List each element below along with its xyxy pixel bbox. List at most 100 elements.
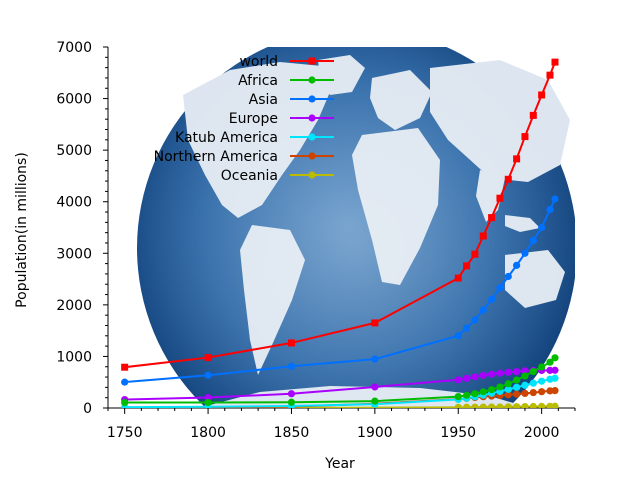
y-tick-label: 0 <box>83 401 92 417</box>
data-point <box>471 316 479 324</box>
data-point <box>529 402 537 408</box>
data-point <box>496 383 504 391</box>
data-point <box>546 358 554 366</box>
legend-label: Oceania <box>221 168 278 184</box>
data-point <box>479 306 487 314</box>
data-point <box>121 363 129 371</box>
data-point <box>471 373 479 381</box>
data-point <box>471 250 479 258</box>
data-point <box>204 393 212 402</box>
legend-marker <box>308 114 316 122</box>
x-tick-label: 1950 <box>440 425 476 441</box>
y-tick-label: 6000 <box>56 92 92 108</box>
data-point <box>504 380 512 388</box>
y-tick-label: 5000 <box>56 143 92 159</box>
data-point <box>513 383 521 391</box>
data-point <box>479 403 487 408</box>
data-point <box>371 355 379 363</box>
series-oceania <box>121 402 559 408</box>
data-point <box>462 391 471 399</box>
series-world <box>121 58 559 371</box>
data-point <box>488 295 496 303</box>
data-point <box>463 262 471 270</box>
data-point <box>551 402 559 408</box>
legend-marker <box>308 95 316 103</box>
x-tick-label: 1800 <box>190 425 226 441</box>
data-point <box>496 284 504 292</box>
legend-marker <box>308 57 316 65</box>
data-point <box>287 390 296 398</box>
legend-label: Northern America <box>154 149 278 165</box>
data-point <box>496 369 504 377</box>
data-point <box>521 381 529 389</box>
x-tick-label: 1850 <box>274 425 310 441</box>
data-point <box>529 111 537 119</box>
data-point <box>521 367 529 375</box>
data-point <box>538 91 546 99</box>
data-point <box>462 324 471 332</box>
data-point <box>538 363 546 371</box>
data-point <box>488 370 496 378</box>
series-africa <box>121 354 559 407</box>
x-tick-label: 1750 <box>107 425 143 441</box>
data-point <box>204 371 212 379</box>
data-point <box>513 403 521 408</box>
data-point <box>551 354 559 362</box>
data-point <box>551 195 559 203</box>
data-point <box>462 374 471 382</box>
legend-label: Africa <box>238 73 278 89</box>
data-point <box>121 378 129 386</box>
data-point <box>204 398 212 407</box>
legend-label: Asia <box>249 92 278 108</box>
legend-item: Asia <box>249 92 334 108</box>
data-point <box>454 376 462 384</box>
legend-label: Europe <box>229 111 278 127</box>
data-point <box>504 175 512 183</box>
legend-item: Europe <box>229 111 334 127</box>
axis-ticks: 1750 1800 1850 1900 1950 2000 0 1000 2000 3000 400… <box>56 40 576 441</box>
data-point <box>551 387 559 395</box>
data-point <box>521 403 529 408</box>
legend-item: Northern America <box>154 149 334 165</box>
y-tick-label: 7000 <box>56 40 92 56</box>
data-point <box>538 223 546 232</box>
data-point <box>471 390 479 398</box>
y-tick-label: 1000 <box>56 349 92 365</box>
data-point <box>529 367 537 376</box>
data-point <box>371 383 379 391</box>
legend-item: Oceania <box>221 168 334 184</box>
data-point <box>551 58 559 66</box>
data-point <box>462 403 471 408</box>
legend-marker <box>308 76 316 84</box>
data-point <box>479 388 487 396</box>
data-point <box>504 368 512 376</box>
data-point <box>504 391 512 399</box>
data-point <box>287 339 295 347</box>
data-point <box>471 403 479 408</box>
legend-label: world <box>239 54 278 70</box>
legend: world Africa Asia Europe Katub America Northe… <box>154 54 334 184</box>
data-point <box>521 372 529 380</box>
data-point <box>454 403 462 408</box>
data-point <box>488 403 496 408</box>
data-point <box>287 362 296 370</box>
data-point <box>529 236 537 244</box>
data-point <box>513 155 521 163</box>
series-asia <box>121 195 559 386</box>
legend-item: Africa <box>238 73 334 89</box>
y-tick-label: 4000 <box>56 195 92 211</box>
data-point <box>496 194 504 202</box>
data-point <box>496 403 504 408</box>
data-point <box>454 393 462 401</box>
y-axis-title: Population(in millions) <box>14 152 30 308</box>
data-point <box>521 249 529 257</box>
data-point <box>454 332 462 340</box>
data-point <box>504 272 512 281</box>
data-point <box>488 214 496 222</box>
series-layer <box>121 58 559 408</box>
legend-label: Katub America <box>175 130 278 146</box>
data-point <box>513 261 521 269</box>
world-globe-background <box>137 47 575 408</box>
data-point <box>551 374 559 382</box>
